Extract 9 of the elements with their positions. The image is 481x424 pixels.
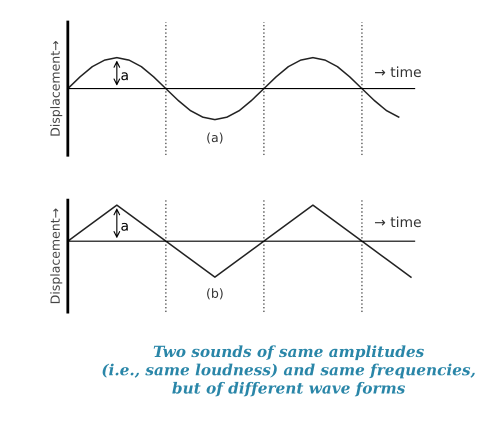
annotation: → time [374,66,421,78]
text: Two sounds of same amplitudes (i.e., same loudness) and same frequencies, but of different wave forms [102,345,475,396]
annotation: → time [374,216,421,228]
text: (b) [207,288,223,300]
y-axis-title: Displacement→ [50,208,62,304]
annotation: a [121,222,128,231]
text: (a) [207,132,223,144]
annotation: a [121,72,128,80]
y-axis-title: Displacement→ [50,41,62,136]
